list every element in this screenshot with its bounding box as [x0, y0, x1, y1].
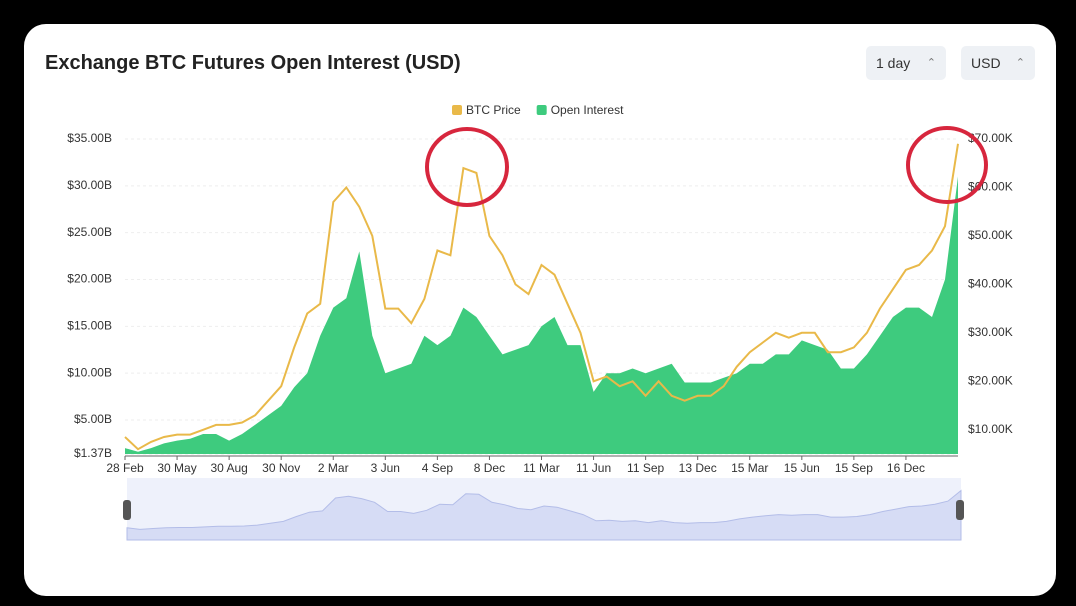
- y-tick-label: $5.00B: [74, 412, 112, 426]
- y2-tick-label: $40.00K: [968, 277, 1013, 291]
- currency-select[interactable]: USD ⌃: [961, 46, 1035, 80]
- currency-label: USD: [971, 55, 1001, 71]
- area: [125, 176, 958, 454]
- y-tick-label: $30.00B: [67, 178, 112, 192]
- x-tick-label: 11 Mar: [523, 461, 559, 475]
- x-tick-label: 15 Jun: [784, 461, 820, 475]
- interval-select[interactable]: 1 day ⌃: [866, 46, 946, 80]
- y-tick-label: $20.00B: [67, 272, 112, 286]
- legend-label: BTC Price: [466, 103, 521, 117]
- navigator-handle[interactable]: [123, 500, 131, 520]
- y2-tick-label: $20.00K: [968, 373, 1013, 387]
- highlight-circle: [906, 126, 988, 204]
- x-tick-label: 28 Feb: [106, 461, 144, 475]
- x-tick-label: 11 Jun: [576, 461, 611, 475]
- y2-tick-label: $30.00K: [968, 325, 1013, 339]
- line: [124, 143, 959, 451]
- x-tick-label: 30 May: [157, 461, 196, 475]
- chart-title: Exchange BTC Futures Open Interest (USD): [45, 52, 461, 74]
- x-tick-label: 30 Aug: [210, 461, 247, 475]
- y-tick-label: $25.00B: [67, 225, 112, 239]
- x-tick-label: 30 Nov: [262, 461, 300, 475]
- highlight-circle: [425, 127, 509, 207]
- interval-label: 1 day: [876, 55, 911, 71]
- x-tick-label: 3 Jun: [371, 461, 400, 475]
- y-tick-label: $15.00B: [67, 319, 112, 333]
- select-arrow: ⌃: [1015, 57, 1025, 69]
- x-tick-label: 15 Mar: [731, 461, 768, 475]
- y2-tick-label: $50.00K: [968, 228, 1013, 242]
- x-tick-label: 4 Sep: [422, 461, 454, 475]
- x-tick-label: 15 Sep: [835, 461, 873, 475]
- x-tick-label: 13 Dec: [679, 461, 717, 475]
- x-tick-label: 8 Dec: [474, 461, 505, 475]
- x-tick-label: 11 Sep: [627, 461, 664, 475]
- navigator-area: [126, 489, 962, 541]
- legend-swatch: [536, 105, 547, 115]
- navigator-handle[interactable]: [956, 500, 964, 520]
- legend-label: Open Interest: [551, 103, 624, 117]
- select-arrow: ⌃: [926, 57, 936, 69]
- x-tick-label: 16 Dec: [887, 461, 925, 475]
- y-tick-label: $10.00B: [67, 365, 112, 379]
- y2-tick-label: $10.00K: [968, 422, 1013, 436]
- x-tick-label: 2 Mar: [318, 461, 349, 475]
- y-tick-label: $35.00B: [67, 131, 112, 145]
- legend-swatch: [452, 105, 462, 115]
- y-tick-label: $1.37B: [74, 446, 112, 460]
